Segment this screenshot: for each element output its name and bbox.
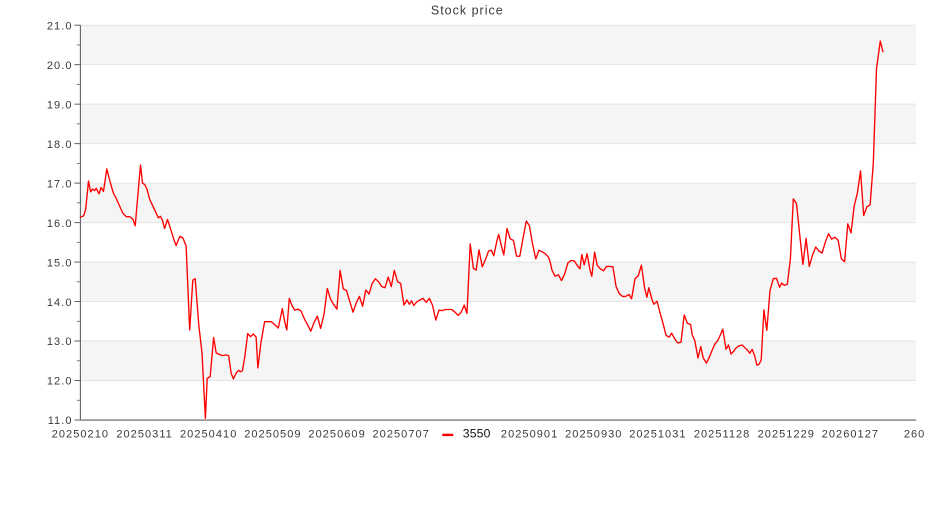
svg-text:15.0: 15.0 (47, 257, 73, 269)
svg-text:21.0: 21.0 (47, 20, 73, 32)
svg-text:20250901: 20250901 (501, 429, 558, 441)
svg-text:20251128: 20251128 (694, 429, 751, 441)
svg-text:18.0: 18.0 (47, 139, 73, 151)
svg-text:Stock price: Stock price (431, 4, 504, 18)
svg-text:20250509: 20250509 (244, 429, 301, 441)
svg-text:13.0: 13.0 (47, 336, 73, 348)
svg-text:11.0: 11.0 (48, 415, 73, 427)
svg-text:19.0: 19.0 (47, 99, 73, 111)
svg-text:20250930: 20250930 (565, 429, 622, 441)
svg-text:20250707: 20250707 (373, 429, 430, 441)
svg-text:20250410: 20250410 (180, 429, 237, 441)
svg-text:20250311: 20250311 (116, 429, 173, 441)
svg-text:20260127: 20260127 (822, 429, 879, 441)
svg-text:260: 260 (904, 429, 926, 441)
svg-text:16.0: 16.0 (47, 218, 73, 230)
svg-text:20250609: 20250609 (308, 429, 365, 441)
svg-text:20.0: 20.0 (47, 60, 73, 72)
svg-text:14.0: 14.0 (47, 297, 73, 309)
svg-text:12.0: 12.0 (47, 376, 73, 388)
svg-text:17.0: 17.0 (47, 178, 73, 190)
svg-text:20250210: 20250210 (52, 429, 109, 441)
svg-text:20251031: 20251031 (629, 429, 686, 441)
svg-text:20251229: 20251229 (758, 429, 815, 441)
svg-text:3550: 3550 (463, 426, 491, 440)
